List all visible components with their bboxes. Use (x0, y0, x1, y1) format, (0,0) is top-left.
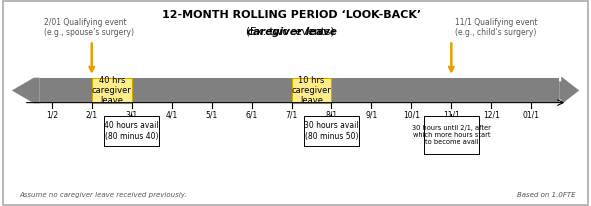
Text: 10/1: 10/1 (403, 110, 420, 119)
Bar (291, 78, 332, 103)
Bar (92, 78, 132, 103)
Text: 4/1: 4/1 (165, 110, 178, 119)
Text: 30 hours until 2/1, after
which more hours start
to become avail: 30 hours until 2/1, after which more hou… (412, 125, 491, 145)
Text: 11/1 Qualifying event
(e.g., child’s surgery): 11/1 Qualifying event (e.g., child’s sur… (455, 18, 538, 37)
Text: 30 hours avail
(80 minus 50): 30 hours avail (80 minus 50) (304, 121, 359, 141)
Text: 8/1: 8/1 (326, 110, 337, 119)
Bar (40, 78, 559, 103)
Text: 12-MONTH ROLLING PERIOD ‘LOOK-BACK’: 12-MONTH ROLLING PERIOD ‘LOOK-BACK’ (162, 10, 421, 20)
Text: 12/1: 12/1 (483, 110, 500, 119)
FancyArrow shape (559, 76, 579, 104)
FancyArrow shape (12, 78, 40, 103)
Text: 2/01 Qualifying event
(e.g., spouse’s surgery): 2/01 Qualifying event (e.g., spouse’s su… (44, 18, 134, 37)
FancyBboxPatch shape (304, 116, 359, 146)
Text: events): events) (291, 27, 334, 37)
Text: 01/1: 01/1 (522, 110, 540, 119)
Text: 11/1: 11/1 (443, 110, 460, 119)
Text: Assume no caregiver leave received previously.: Assume no caregiver leave received previ… (20, 192, 187, 198)
Text: 2/1: 2/1 (86, 110, 98, 119)
Text: 7/1: 7/1 (285, 110, 298, 119)
FancyBboxPatch shape (104, 116, 160, 146)
Text: Based on 1.0FTE: Based on 1.0FTE (517, 192, 575, 198)
Text: 10 hrs
caregiver
leave: 10 hrs caregiver leave (291, 76, 332, 105)
Text: 40 hours avail
(80 minus 40): 40 hours avail (80 minus 40) (105, 121, 159, 141)
Text: 40 hrs
caregiver
leave: 40 hrs caregiver leave (92, 76, 132, 105)
Text: 9/1: 9/1 (365, 110, 378, 119)
Text: 6/1: 6/1 (245, 110, 258, 119)
Text: 1/2: 1/2 (46, 110, 58, 119)
Text: (Ex: two: (Ex: two (246, 27, 291, 37)
Text: 5/1: 5/1 (206, 110, 217, 119)
FancyBboxPatch shape (424, 116, 479, 154)
Text: 3/1: 3/1 (125, 110, 138, 119)
Text: caregiver leave: caregiver leave (246, 27, 336, 37)
